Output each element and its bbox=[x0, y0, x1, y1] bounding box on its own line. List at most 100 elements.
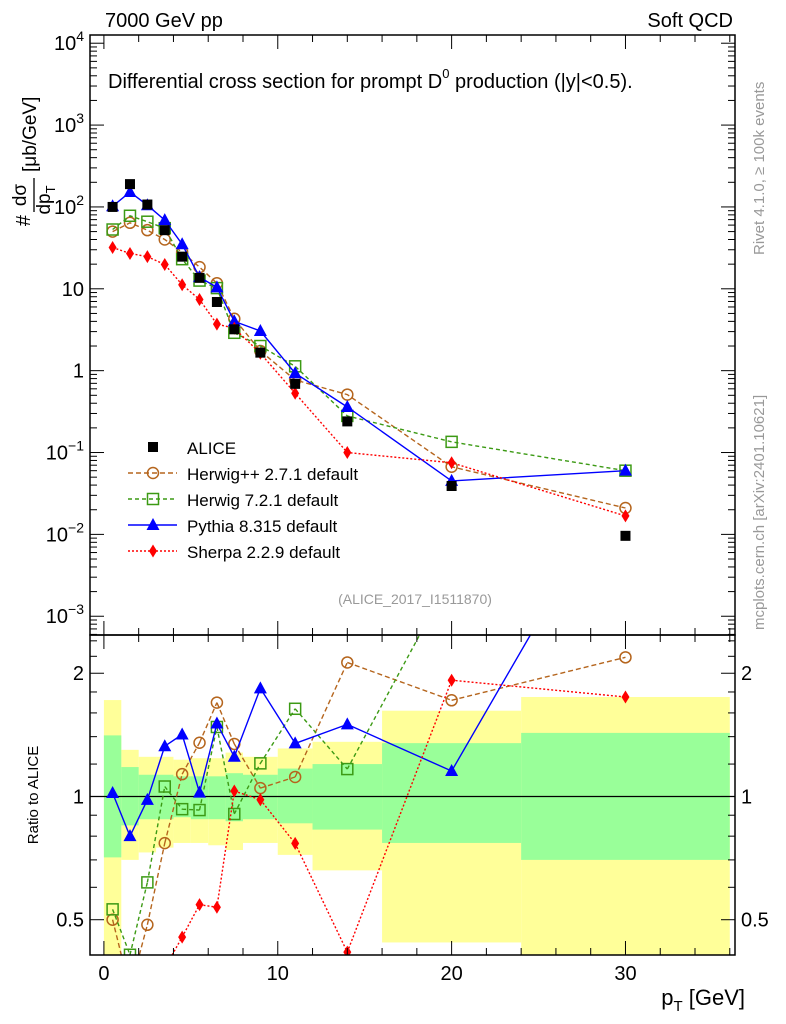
analysis-id: (ALICE_2017_I1511870) bbox=[338, 591, 492, 607]
ratio-point-herwig-2-7-1-default bbox=[210, 696, 224, 709]
ratio-tick-label-right: 2 bbox=[741, 663, 752, 685]
y-tick-label: 103 bbox=[54, 110, 84, 137]
ratio-point-herwig-7-2-1-default bbox=[288, 702, 302, 716]
point-alice bbox=[446, 480, 457, 491]
ratio-tick-label-left: 0.5 bbox=[56, 910, 84, 932]
point-alice bbox=[211, 296, 222, 307]
ratio-point-pythia-8-315-default bbox=[175, 727, 189, 740]
point-pythia-8-315-default bbox=[158, 213, 172, 226]
ratio-point-herwig-2-7-1-default bbox=[175, 767, 189, 781]
legend-label: Herwig++ 2.7.1 default bbox=[187, 465, 358, 484]
ratio-point-sherpa-2-2-9-default bbox=[256, 793, 265, 807]
point-alice bbox=[177, 251, 188, 262]
y-tick-exp: −2 bbox=[68, 519, 84, 535]
header-right: Soft QCD bbox=[647, 10, 733, 32]
side-text-bottom: mcplots.cern.ch [arXiv:2401.10621] bbox=[751, 395, 768, 630]
ylabel-den-sub: T bbox=[43, 185, 58, 193]
ylabel-den-text: dp bbox=[34, 193, 55, 214]
point-pythia-8-315-default bbox=[288, 366, 302, 379]
ratio-frame bbox=[89, 634, 736, 956]
ratio-point-pythia-8-315-default bbox=[340, 717, 354, 730]
ratio-point-sherpa-2-2-9-default bbox=[195, 898, 204, 912]
ratio-point-herwig-2-7-1-default bbox=[141, 918, 154, 932]
ratio-point-pythia-8-315-default bbox=[227, 749, 241, 762]
legend-marker bbox=[146, 466, 160, 480]
y-tick-label: 10−2 bbox=[46, 519, 84, 546]
point-alice bbox=[255, 347, 266, 358]
ratio-point-herwig-7-2-1-default bbox=[175, 802, 189, 816]
ratio-point-herwig-2-7-1-default bbox=[158, 836, 172, 850]
ratio-tick-label-left: 2 bbox=[73, 663, 84, 685]
point-pythia-8-315-default bbox=[123, 185, 137, 198]
point-sherpa-2-2-9-default bbox=[108, 240, 117, 254]
point-sherpa-2-2-9-default bbox=[143, 250, 152, 264]
ratio-point-herwig-2-7-1-default bbox=[288, 770, 302, 784]
point-sherpa-2-2-9-default bbox=[195, 293, 204, 307]
point-alice bbox=[342, 416, 353, 427]
ratio-point-pythia-8-315-default bbox=[193, 785, 207, 798]
y-tick-base: 10 bbox=[46, 524, 68, 546]
y-tick-label: 10 bbox=[62, 279, 84, 301]
legend-label: ALICE bbox=[187, 439, 236, 458]
ratio-point-pythia-8-315-default bbox=[253, 681, 267, 694]
y-tick-exp: 3 bbox=[76, 110, 84, 126]
point-herwig-7-2-1-default bbox=[445, 435, 458, 449]
point-herwig-7-2-1-default bbox=[106, 223, 119, 236]
ratio-bands bbox=[103, 696, 730, 955]
point-herwig-2-7-1-default bbox=[123, 216, 137, 230]
ratio-point-pythia-8-315-default bbox=[123, 829, 137, 842]
band-stat bbox=[382, 743, 522, 843]
point-pythia-8-315-default bbox=[227, 314, 241, 327]
legend-label: Pythia 8.315 default bbox=[187, 517, 338, 536]
ratio-plot bbox=[90, 635, 735, 955]
x-tick-label: 0 bbox=[98, 963, 109, 985]
y-tick-exp: −3 bbox=[68, 601, 84, 617]
ylabel-units: [μb/GeV] bbox=[20, 97, 41, 172]
point-herwig-2-7-1-default bbox=[141, 223, 154, 237]
ratio-tick-label-right: 1 bbox=[741, 786, 752, 808]
ylabel-num: dσ bbox=[10, 184, 31, 207]
ylabel-den: dpT bbox=[34, 185, 58, 214]
ratio-point-sherpa-2-2-9-default bbox=[230, 784, 239, 798]
series-line-pythia-8-315-default bbox=[112, 191, 626, 482]
ratio-point-sherpa-2-2-9-default bbox=[291, 836, 300, 850]
point-alice bbox=[159, 225, 170, 236]
title-post: production (|y|<0.5). bbox=[449, 71, 632, 93]
point-sherpa-2-2-9-default bbox=[160, 258, 169, 272]
y-axis-label: # dσ dpT [μb/GeV] bbox=[10, 97, 58, 227]
y-tick-base: 10 bbox=[54, 115, 76, 137]
point-pythia-8-315-default bbox=[340, 399, 354, 412]
ratio-point-pythia-8-315-default bbox=[445, 764, 459, 777]
header-left: 7000 GeV pp bbox=[105, 10, 223, 32]
point-sherpa-2-2-9-default bbox=[212, 317, 221, 331]
point-alice bbox=[124, 179, 135, 190]
point-sherpa-2-2-9-default bbox=[343, 446, 352, 460]
y-tick-base: 1 bbox=[73, 361, 84, 383]
legend-item: ALICE bbox=[148, 439, 236, 458]
ratio-point-herwig-2-7-1-default bbox=[193, 736, 206, 749]
ratio-line-herwig-2-7-1-default bbox=[111, 656, 626, 955]
xlabel-main: p bbox=[661, 985, 673, 1010]
point-pythia-8-315-default bbox=[618, 463, 632, 476]
ratio-point-herwig-7-2-1-default bbox=[341, 762, 354, 776]
legend-item: Herwig 7.2.1 default bbox=[128, 491, 338, 510]
ratio-point-herwig-7-2-1-default bbox=[158, 780, 172, 793]
point-alice bbox=[142, 199, 153, 210]
point-pythia-8-315-default bbox=[253, 324, 267, 337]
point-alice bbox=[107, 201, 118, 212]
point-alice bbox=[620, 530, 631, 541]
ylabel-hash: # bbox=[13, 214, 35, 226]
legend-marker bbox=[146, 518, 160, 530]
point-sherpa-2-2-9-default bbox=[621, 509, 630, 523]
ratio-line-pythia-8-315-default bbox=[111, 635, 531, 837]
ratio-point-sherpa-2-2-9-default bbox=[621, 690, 630, 704]
point-herwig-7-2-1-default bbox=[141, 215, 154, 228]
point-pythia-8-315-default bbox=[175, 237, 189, 250]
x-tick-label: 20 bbox=[440, 963, 462, 985]
ratio-point-herwig-2-7-1-default bbox=[445, 694, 458, 707]
y-tick-label: 104 bbox=[54, 28, 84, 55]
x-tick-label: 30 bbox=[614, 963, 636, 985]
legend-label: Sherpa 2.2.9 default bbox=[187, 543, 340, 562]
